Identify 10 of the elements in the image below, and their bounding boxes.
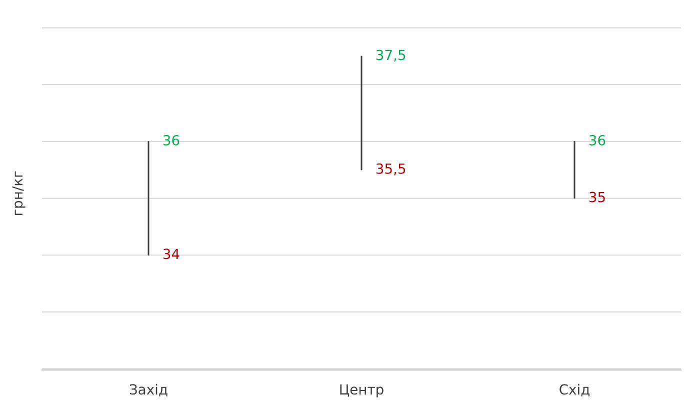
annotation: 35,5 xyxy=(376,163,406,176)
y-axis-title: грн/кг xyxy=(12,171,26,216)
annotation: 35 xyxy=(589,192,605,202)
annotation: 34 xyxy=(163,248,180,260)
x-tick-label: Захід xyxy=(130,384,168,396)
x-tick-label: Схід xyxy=(560,384,590,396)
annotation: 36 xyxy=(163,134,180,146)
x-tick-label: Центр xyxy=(340,384,384,398)
annotation: 37,5 xyxy=(376,50,406,62)
annotation: 36 xyxy=(589,134,606,146)
